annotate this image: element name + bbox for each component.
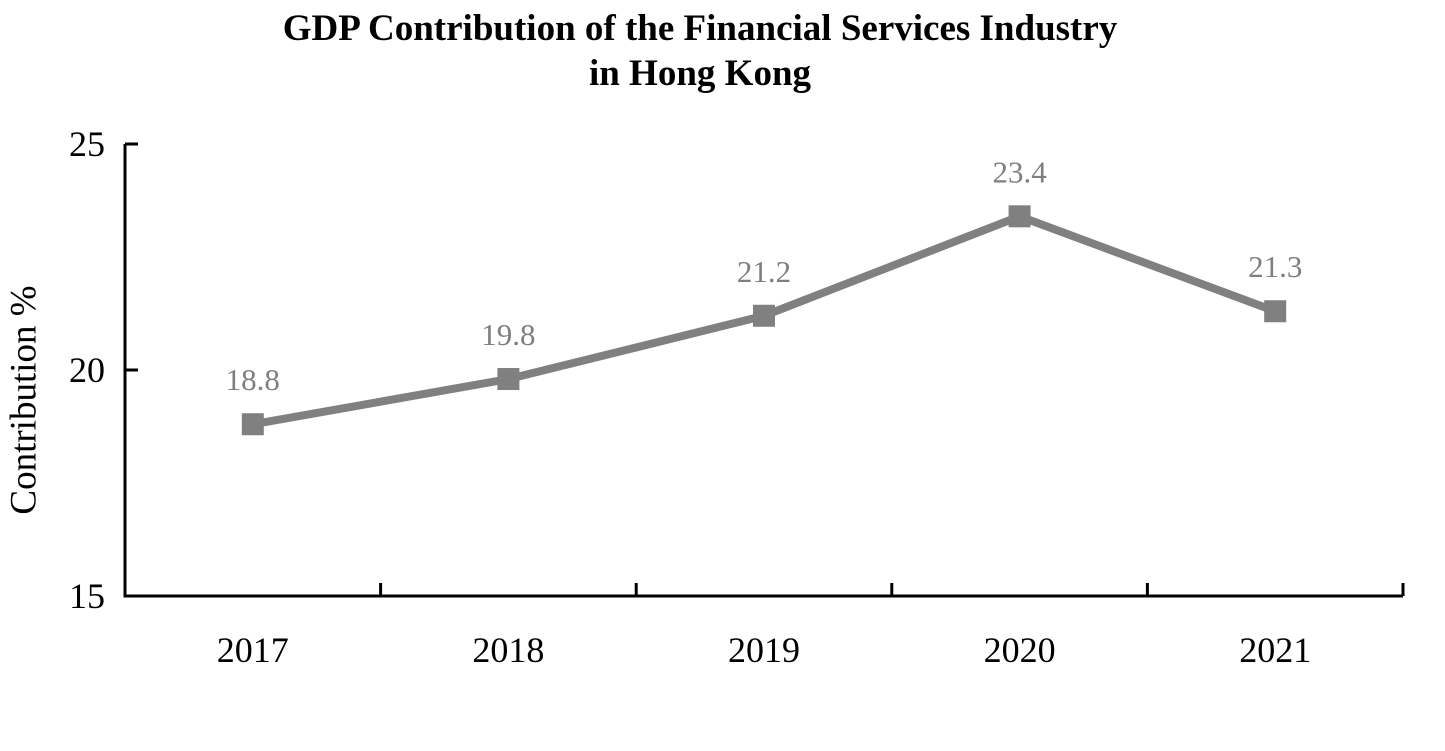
x-tick-label: 2021: [1239, 630, 1311, 670]
y-tick-label: 15: [69, 576, 105, 616]
data-point-label: 21.3: [1248, 249, 1302, 284]
x-tick-label: 2020: [984, 630, 1056, 670]
x-tick-label: 2017: [217, 630, 289, 670]
data-point-label: 23.4: [992, 154, 1047, 189]
data-point-marker: [241, 413, 264, 436]
axis-lines: [123, 144, 1403, 598]
data-point-marker: [497, 368, 520, 391]
x-tick-label: 2018: [472, 630, 544, 670]
data-point-label: 19.8: [481, 317, 535, 352]
data-point-label: 18.8: [226, 362, 280, 397]
data-point-marker: [1008, 205, 1031, 228]
data-point-label: 21.2: [737, 254, 791, 289]
y-tick-label: 25: [69, 124, 105, 164]
data-point-marker: [753, 304, 775, 327]
data-point-marker: [1264, 300, 1287, 323]
y-tick-label: 20: [69, 350, 105, 390]
chart-title: GDP Contribution of the Financial Servic…: [282, 8, 1118, 94]
x-tick-label: 2019: [728, 630, 800, 670]
